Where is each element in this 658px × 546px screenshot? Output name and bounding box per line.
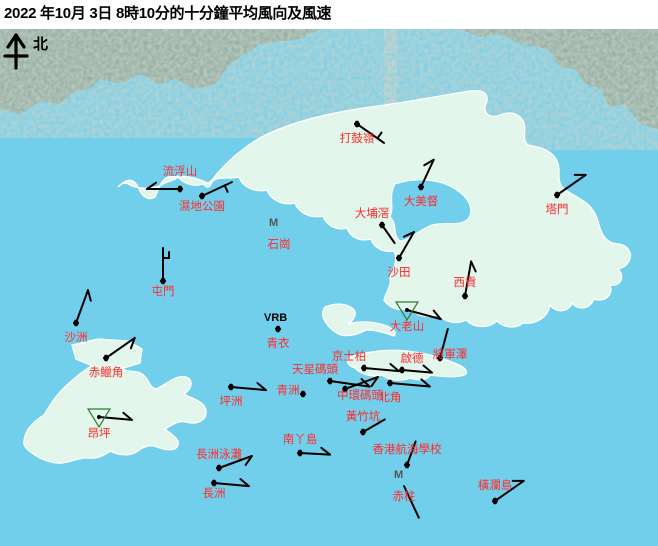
svg-text:橫瀾島: 橫瀾島 — [478, 478, 513, 492]
svg-text:青洲: 青洲 — [277, 384, 300, 397]
svg-text:昂坪: 昂坪 — [88, 427, 111, 440]
svg-text:沙洲: 沙洲 — [65, 331, 88, 344]
svg-text:打鼓嶺: 打鼓嶺 — [340, 131, 375, 145]
svg-text:長洲: 長洲 — [203, 487, 226, 500]
svg-text:塔門: 塔門 — [546, 203, 569, 216]
svg-text:M: M — [394, 469, 403, 481]
svg-text:濕地公園: 濕地公園 — [179, 200, 225, 213]
svg-text:香港航海學校: 香港航海學校 — [373, 442, 442, 456]
svg-text:赤鱲角: 赤鱲角 — [89, 366, 124, 379]
svg-text:京士柏: 京士柏 — [332, 349, 367, 363]
svg-text:大美督: 大美督 — [404, 194, 439, 208]
svg-text:VRB: VRB — [264, 312, 287, 324]
svg-text:將軍澤: 將軍澤 — [433, 347, 468, 361]
svg-text:啟德: 啟德 — [401, 351, 424, 365]
svg-text:沙田: 沙田 — [388, 266, 411, 279]
svg-text:長洲泳灘: 長洲泳灘 — [196, 447, 242, 461]
svg-text:北: 北 — [33, 36, 48, 53]
svg-text:青衣: 青衣 — [267, 336, 290, 350]
svg-text:屯門: 屯門 — [152, 285, 175, 298]
svg-text:大埔滘: 大埔滘 — [355, 206, 390, 220]
svg-text:流浮山: 流浮山 — [163, 164, 198, 178]
svg-text:大老山: 大老山 — [390, 319, 425, 333]
svg-text:西貢: 西貢 — [454, 276, 477, 289]
svg-text:坪洲: 坪洲 — [220, 395, 243, 408]
svg-text:M: M — [269, 217, 278, 229]
svg-text:石崗: 石崗 — [268, 238, 291, 251]
svg-text:南丫島: 南丫島 — [283, 432, 318, 446]
svg-text:中環碼頭: 中環碼頭 — [337, 389, 383, 402]
svg-text:赤柱: 赤柱 — [393, 489, 416, 503]
svg-text:天星碼頭: 天星碼頭 — [292, 363, 338, 376]
svg-text:黃竹坑: 黃竹坑 — [346, 409, 381, 423]
